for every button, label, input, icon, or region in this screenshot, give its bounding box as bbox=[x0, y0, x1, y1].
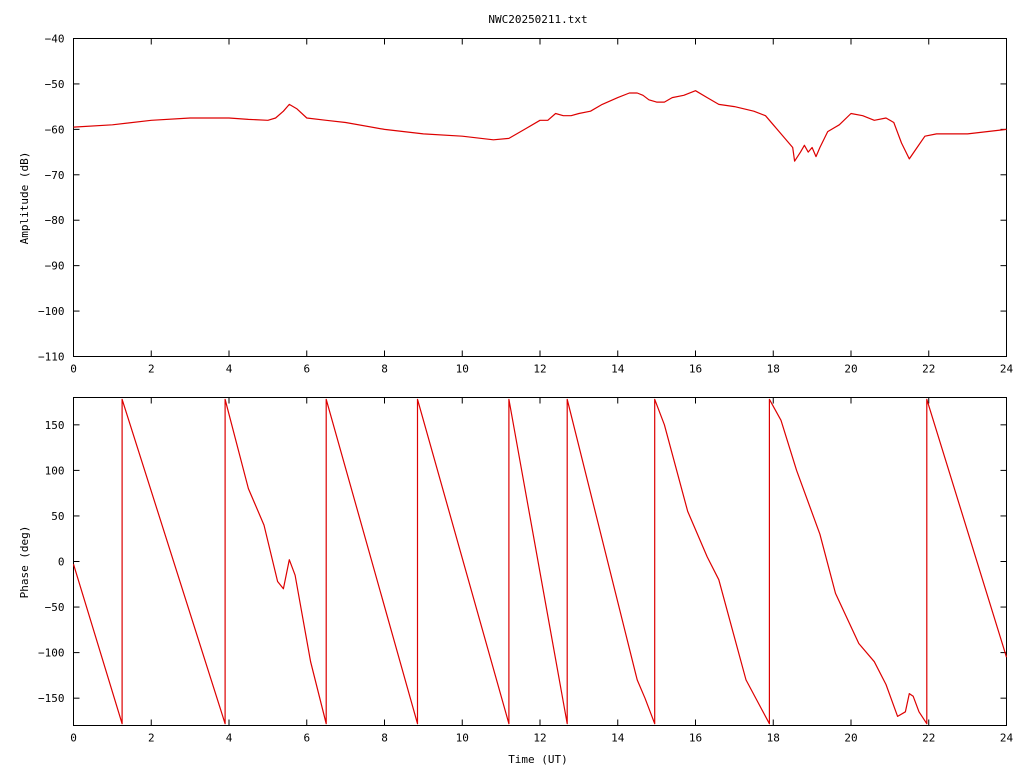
amplitude-y-tick-label: −40 bbox=[45, 33, 65, 46]
phase-y-tick-label: 50 bbox=[51, 510, 64, 523]
amplitude-x-tick-label: 2 bbox=[148, 363, 155, 376]
amplitude-x-tick-label: 8 bbox=[381, 363, 388, 376]
amplitude-y-tick-label: −100 bbox=[38, 305, 65, 318]
phase-panel: 0 2 4 6 8 10 12 14 16 18 20 22 24−150−100−5005010015… bbox=[18, 397, 1014, 766]
amplitude-series-line bbox=[73, 90, 1007, 162]
amplitude-y-tick-label: −90 bbox=[45, 260, 65, 273]
amplitude-x-tick-label: 24 bbox=[1000, 363, 1014, 376]
phase-x-tick-label: 14 bbox=[611, 732, 625, 745]
phase-y-axis-label: Phase (deg) bbox=[18, 526, 31, 599]
amplitude-x-tick-label: 6 bbox=[303, 363, 310, 376]
phase-x-tick-label: 0 bbox=[70, 732, 77, 745]
phase-series-line bbox=[72, 398, 1008, 725]
amplitude-x-tick-label: 4 bbox=[226, 363, 233, 376]
phase-x-tick-label: 22 bbox=[922, 732, 935, 745]
phase-y-tick-label: 0 bbox=[58, 556, 65, 569]
phase-x-tick-label: 20 bbox=[844, 732, 857, 745]
phase-plot-frame bbox=[73, 397, 1007, 726]
phase-x-tick-label: 24 bbox=[1000, 732, 1014, 745]
phase-x-tick-label: 18 bbox=[767, 732, 780, 745]
amplitude-x-tick-label: 18 bbox=[767, 363, 780, 376]
phase-x-tick-label: 16 bbox=[689, 732, 702, 745]
phase-x-tick-label: 8 bbox=[381, 732, 388, 745]
amplitude-x-tick-label: 0 bbox=[70, 363, 77, 376]
amplitude-y-tick-label: −110 bbox=[38, 351, 65, 364]
phase-y-tick-label: −100 bbox=[38, 647, 65, 660]
phase-y-tick-label: 150 bbox=[45, 419, 65, 432]
phase-x-tick-label: 4 bbox=[226, 732, 233, 745]
amplitude-x-tick-label: 14 bbox=[611, 363, 625, 376]
amplitude-y-axis-label: Amplitude (dB) bbox=[18, 152, 31, 245]
phase-x-tick-label: 6 bbox=[303, 732, 310, 745]
chart-title: NWC20250211.txt bbox=[488, 13, 587, 26]
amplitude-plot-frame bbox=[73, 38, 1007, 357]
phase-x-tick-label: 2 bbox=[148, 732, 155, 745]
phase-y-tick-label: −150 bbox=[38, 692, 65, 705]
amplitude-x-tick-label: 22 bbox=[922, 363, 935, 376]
amplitude-x-tick-label: 20 bbox=[844, 363, 857, 376]
amplitude-y-tick-label: −70 bbox=[45, 169, 65, 182]
amplitude-panel: 0 2 4 6 8 10 12 14 16 18 20 22 24−110−100−90−80−70−6… bbox=[18, 33, 1013, 376]
amplitude-y-tick-label: −60 bbox=[45, 123, 65, 136]
phase-y-tick-label: 100 bbox=[45, 464, 65, 477]
amplitude-y-tick-label: −50 bbox=[45, 78, 65, 91]
phase-y-tick-label: −50 bbox=[45, 601, 65, 614]
phase-x-tick-label: 10 bbox=[456, 732, 469, 745]
amplitude-y-tick-label: −80 bbox=[45, 214, 65, 227]
amplitude-x-tick-label: 10 bbox=[456, 363, 469, 376]
x-axis-label: Time (UT) bbox=[508, 753, 568, 766]
amplitude-x-tick-label: 16 bbox=[689, 363, 702, 376]
amplitude-x-tick-label: 12 bbox=[533, 363, 546, 376]
phase-x-tick-label: 12 bbox=[533, 732, 546, 745]
